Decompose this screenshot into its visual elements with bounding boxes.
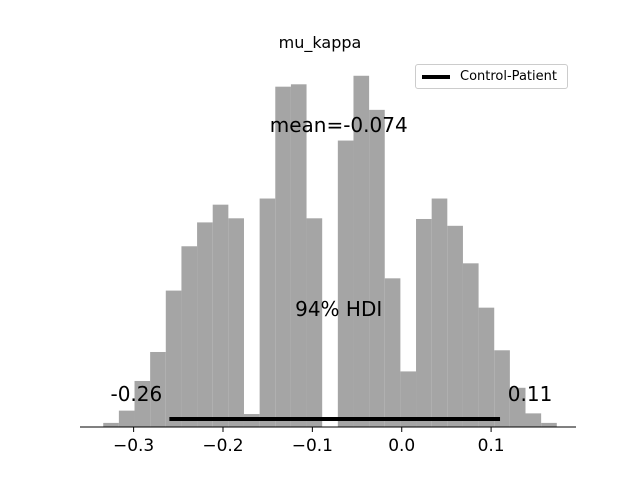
- histogram-bar: [150, 351, 166, 427]
- histogram-bar: [541, 422, 557, 427]
- histogram-bar: [431, 198, 448, 427]
- x-tick-label: 0.1: [478, 436, 505, 456]
- histogram-bar: [134, 380, 151, 427]
- histogram-bar: [103, 422, 119, 427]
- histogram-bar: [181, 246, 198, 427]
- histogram-bar: [118, 410, 135, 427]
- x-tick-label: −0.2: [202, 436, 243, 456]
- histogram-bar: [165, 290, 182, 427]
- histogram-bar: [353, 75, 370, 428]
- histogram-bar: [369, 109, 385, 428]
- histogram-bar: [384, 278, 401, 427]
- histogram-bar: [447, 225, 463, 427]
- histogram-bar: [400, 371, 417, 427]
- histogram-bar: [197, 222, 213, 427]
- histogram-bar: [416, 218, 432, 427]
- histogram-bar: [259, 198, 276, 427]
- histogram-bar: [462, 263, 479, 427]
- hdi-annotation: 94% HDI: [295, 297, 382, 321]
- hdi-low-label: -0.26: [110, 382, 162, 406]
- histogram-bar: [509, 387, 526, 427]
- x-tick-label: 0.0: [388, 436, 415, 456]
- histogram-bars: [103, 75, 557, 428]
- histogram-bar: [478, 307, 495, 427]
- histogram-bar: [337, 140, 354, 427]
- legend-label: Control-Patient: [460, 69, 557, 84]
- histogram-bar: [290, 84, 307, 428]
- histogram-bar: [306, 218, 323, 427]
- chart-title: mu_kappa: [278, 33, 362, 52]
- histogram-bar: [275, 86, 291, 427]
- legend-swatch: [422, 75, 450, 79]
- histogram-bar: [228, 218, 244, 427]
- x-tick-label: −0.1: [292, 436, 333, 456]
- hdi-high-label: 0.11: [508, 382, 553, 406]
- histogram-bar: [212, 204, 229, 427]
- histogram-bar: [525, 413, 542, 427]
- x-axis-ticks: −0.3 −0.2 −0.1 0.0 0.1: [113, 427, 505, 456]
- histogram-bar: [494, 350, 510, 427]
- x-tick-label: −0.3: [113, 436, 154, 456]
- mean-annotation: mean=-0.074: [270, 113, 408, 137]
- legend: Control-Patient: [415, 64, 568, 89]
